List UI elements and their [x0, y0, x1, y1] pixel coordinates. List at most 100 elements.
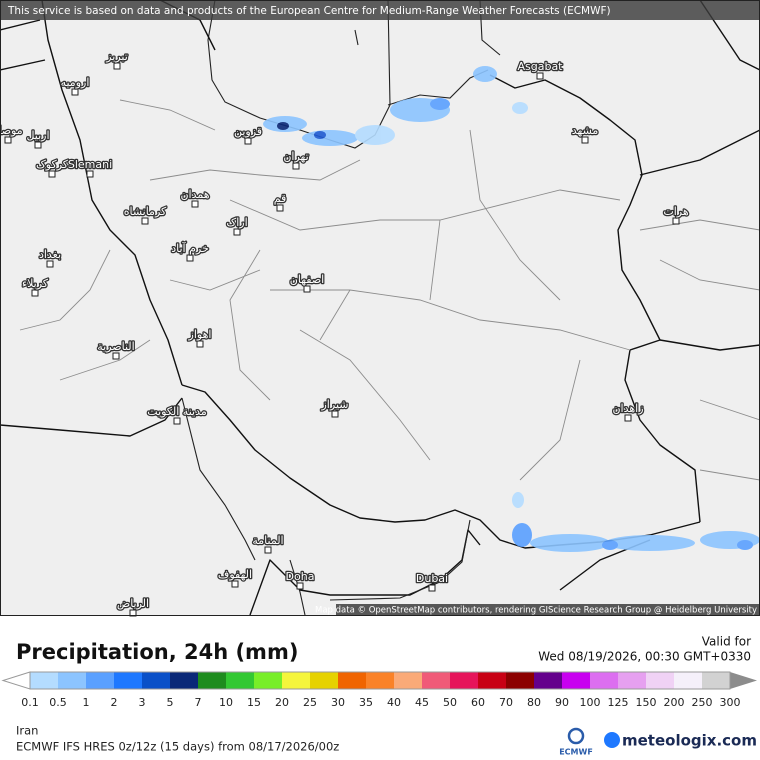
- colorbar-swatch: [338, 672, 366, 689]
- colorbar-swatch: [86, 672, 114, 689]
- colorbar-swatch: [506, 672, 534, 689]
- colorbar-tick-label: 50: [443, 696, 457, 709]
- city-marker: [296, 582, 304, 590]
- colorbar-swatch: [590, 672, 618, 689]
- iran-west-border: [41, 0, 183, 386]
- city-marker: [581, 136, 589, 144]
- city-label: موصل: [0, 124, 23, 137]
- city-marker: [331, 410, 339, 418]
- colorbar-swatch: [198, 672, 226, 689]
- brand-logo: meteologix.com: [604, 732, 757, 750]
- colorbar-tick-label: 40: [387, 696, 401, 709]
- colorbar-tick-label: 7: [195, 696, 202, 709]
- city-marker: [428, 584, 436, 592]
- colorbar-tick-label: 20: [275, 696, 289, 709]
- colorbar-swatch: [618, 672, 646, 689]
- city-marker: [536, 72, 544, 80]
- city-marker: [292, 162, 300, 170]
- city-label: هرات: [663, 205, 688, 218]
- precip-area: [602, 540, 618, 550]
- city-marker: [244, 137, 252, 145]
- city-marker: [233, 228, 241, 236]
- colorbar-tick-label: 150: [636, 696, 657, 709]
- colorbar-tick-label: 30: [331, 696, 345, 709]
- province-lines-outer: [19, 219, 760, 481]
- precip-area: [512, 523, 532, 547]
- city-marker: [31, 289, 39, 297]
- city-marker: [46, 260, 54, 268]
- gulf-coast: [181, 397, 471, 616]
- city-label: شیراز: [321, 398, 349, 411]
- city-marker: [4, 136, 12, 144]
- title: Precipitation, 24h (mm): [16, 640, 298, 664]
- colorbar-tick-label: 5: [167, 696, 174, 709]
- precip-area: [314, 131, 326, 139]
- precip-area: [277, 122, 289, 130]
- city-label: Asgabat: [517, 60, 563, 73]
- city-label: الهفوف: [218, 568, 252, 581]
- colorbar-swatch: [114, 672, 142, 689]
- colorbar-arrow-right: [730, 672, 757, 689]
- precip-area: [512, 492, 524, 508]
- colorbar-swatch: [142, 672, 170, 689]
- city-marker: [196, 340, 204, 348]
- region: Iran: [16, 724, 38, 738]
- city-label: Slemani: [68, 158, 112, 171]
- colorbar-tick-label: 10: [219, 696, 233, 709]
- colorbar-tick-label: 45: [415, 696, 429, 709]
- colorbar-frame: [29, 671, 731, 690]
- city-marker: [303, 285, 311, 293]
- city-marker: [71, 88, 79, 96]
- city-label: الناصرية: [97, 340, 134, 353]
- precip-area: [530, 534, 610, 552]
- city-marker: [191, 200, 199, 208]
- colorbar-tick-label: 35: [359, 696, 373, 709]
- city-label: مشهد: [572, 124, 599, 137]
- colorbar-swatch: [450, 672, 478, 689]
- valid-label: Valid for: [702, 635, 751, 649]
- colorbar-tick-label: 125: [608, 696, 629, 709]
- precip-area: [355, 125, 395, 145]
- colorbar-tick-label: 25: [303, 696, 317, 709]
- colorbar: 0.1 0.5 1 2 3 5 7 10 15 20 25 30 35 40 45 50 60 70 80 90 100…: [1, 671, 757, 709]
- colorbar-tick-label: 2: [111, 696, 118, 709]
- map-background: [0, 0, 760, 615]
- brand: meteologix.com: [622, 732, 757, 750]
- precip-area: [737, 540, 753, 550]
- city-label: المنامة: [252, 534, 283, 547]
- iraq-saudi-border: [0, 397, 183, 437]
- colorbar-swatch: [646, 672, 674, 689]
- colorbar-swatch: [422, 672, 450, 689]
- city-label: تهران: [283, 150, 308, 163]
- colorbar-tick-label: 300: [720, 696, 741, 709]
- precip-area: [512, 102, 528, 114]
- city-marker: [672, 217, 680, 225]
- colorbar-tick-label: 250: [692, 696, 713, 709]
- city-marker: [112, 352, 120, 360]
- city-label: اربیل: [26, 129, 49, 142]
- colorbar-tick-label: 0.1: [21, 696, 39, 709]
- colorbar-tick-label: 0.5: [49, 696, 67, 709]
- city-marker: [113, 62, 121, 70]
- city-label: Doha: [286, 570, 315, 583]
- city-label: كربلاء: [22, 277, 49, 290]
- city-marker: [86, 170, 94, 178]
- iran-east-border: [489, 74, 701, 523]
- colorbar-swatch: [310, 672, 338, 689]
- colorbar-swatch: [478, 672, 506, 689]
- ecmwf-icon: [567, 727, 585, 745]
- city-label: مدينة الكويت: [147, 405, 207, 418]
- colorbar-arrow-left: [1, 671, 31, 690]
- city-label: کرمانشاه: [124, 205, 167, 218]
- city-label: اراک: [226, 216, 247, 229]
- precipitation: [263, 66, 760, 552]
- caspian-coast: [207, 0, 391, 149]
- colorbar-tick-label: 1: [83, 696, 90, 709]
- city-marker: [231, 580, 239, 588]
- precip-area: [430, 98, 450, 110]
- banner: This service is based on data and produc…: [7, 5, 611, 17]
- caspian-sea: [215, 0, 490, 100]
- colorbar-swatch: [394, 672, 422, 689]
